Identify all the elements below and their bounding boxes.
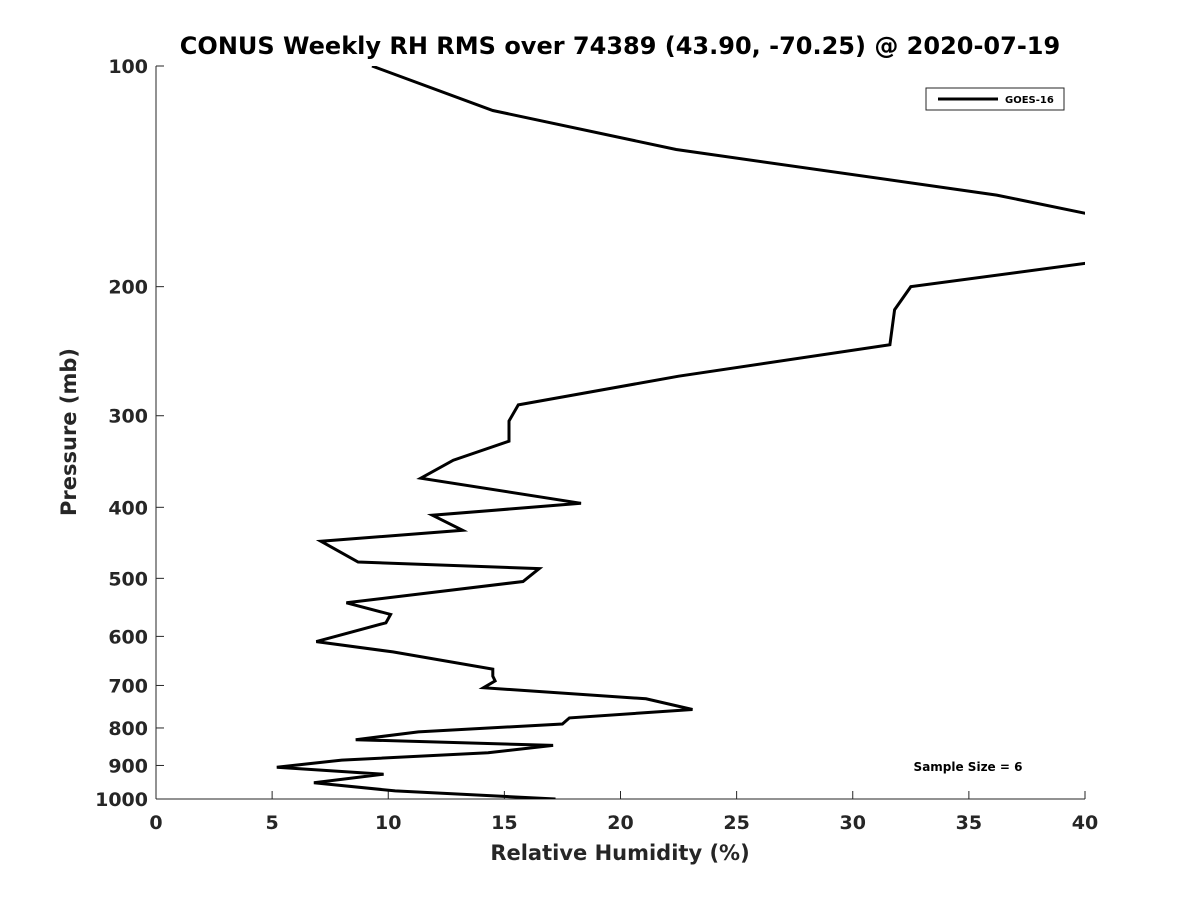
y-axis-label: Pressure (mb) xyxy=(57,348,81,516)
x-tick-label: 20 xyxy=(607,812,633,834)
y-tick-label: 700 xyxy=(108,675,148,697)
x-tick-label: 30 xyxy=(840,812,866,834)
y-tick-label: 1000 xyxy=(95,789,148,811)
x-axis-ticks: 0 5 10 15 20 25 30 35 40 xyxy=(149,791,1098,834)
x-tick-label: 5 xyxy=(266,812,279,834)
legend-label-goes-16: GOES-16 xyxy=(1005,95,1054,106)
legend: GOES-16 xyxy=(925,87,1065,111)
x-tick-label: 0 xyxy=(149,812,162,834)
sample-size-annotation: Sample Size = 6 xyxy=(914,760,1023,774)
x-tick-label: 10 xyxy=(375,812,401,834)
y-tick-label: 500 xyxy=(108,568,148,590)
plot-area xyxy=(156,66,1085,799)
axes: 0 5 10 15 20 25 30 35 40 100 200 300 400 500 600 700 80… xyxy=(95,56,1098,834)
x-tick-label: 25 xyxy=(723,812,749,834)
y-axis-ticks: 100 200 300 400 500 600 700 800 900 1000 xyxy=(95,56,164,811)
y-tick-label: 800 xyxy=(108,718,148,740)
series-line-goes-16 xyxy=(276,66,1085,799)
x-tick-label: 35 xyxy=(956,812,982,834)
x-axis-label: Relative Humidity (%) xyxy=(490,841,749,865)
y-tick-label: 100 xyxy=(108,56,148,78)
series-layer xyxy=(276,66,1085,799)
y-tick-label: 900 xyxy=(108,755,148,777)
y-tick-label: 200 xyxy=(108,277,148,299)
y-tick-label: 300 xyxy=(108,406,148,428)
x-tick-label: 15 xyxy=(491,812,517,834)
x-tick-label: 40 xyxy=(1072,812,1098,834)
y-tick-label: 600 xyxy=(108,626,148,648)
chart-title: CONUS Weekly RH RMS over 74389 (43.90, -… xyxy=(180,32,1060,60)
y-tick-label: 400 xyxy=(108,497,148,519)
